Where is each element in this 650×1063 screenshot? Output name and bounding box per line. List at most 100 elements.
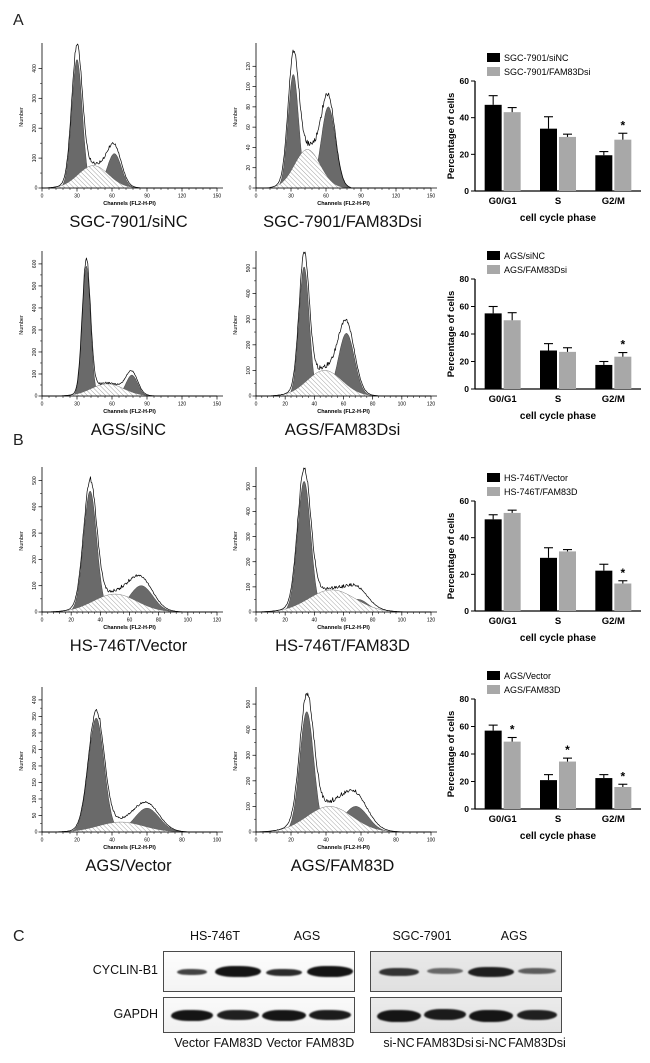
protein-band — [518, 968, 557, 974]
y-tick-label: 0 — [464, 384, 469, 394]
s-phase-area — [255, 589, 431, 613]
blot-row-label: CYCLIN-B1 — [92, 963, 158, 977]
x-tick-label: 20 — [288, 838, 294, 844]
x-tick-label: 30 — [74, 194, 80, 200]
legend-swatch — [487, 265, 500, 274]
y-tick-label: 40 — [460, 113, 470, 123]
x-tick-label: 80 — [370, 402, 376, 408]
x-axis-label: Channels (FL2-H-PI) — [317, 201, 370, 207]
y-axis-label: Number — [19, 751, 25, 771]
bar — [503, 512, 521, 611]
y-tick-label: 40 — [460, 329, 470, 339]
x-axis-label: Channels (FL2-H-PI) — [103, 201, 156, 207]
histogram-title: HS-746T/FAM83D — [275, 637, 410, 655]
y-tick-label: 100 — [246, 366, 252, 375]
y-tick-label: 20 — [460, 777, 470, 787]
bar — [503, 741, 521, 809]
protein-band — [307, 965, 354, 977]
x-tick-label: 80 — [370, 618, 376, 624]
x-axis-label: Channels (FL2-H-PI) — [317, 409, 370, 415]
protein-band — [378, 968, 419, 976]
bar — [595, 778, 613, 809]
lane-label: Vector — [266, 1036, 302, 1050]
y-tick-label: 400 — [32, 64, 38, 73]
bar — [540, 557, 557, 611]
protein-band — [309, 1009, 352, 1020]
protein-band — [216, 1009, 259, 1020]
y-tick-label: 100 — [32, 154, 38, 163]
x-tick-label: 120 — [178, 194, 187, 200]
y-tick-label: 0 — [249, 610, 252, 616]
y-tick-label: 150 — [32, 778, 38, 787]
blot-group-header: AGS — [293, 929, 321, 943]
bar — [614, 787, 632, 809]
g0g1-g2m-peaks — [42, 491, 217, 613]
x-tick-label: 40 — [323, 838, 329, 844]
y-tick-label: 60 — [460, 496, 470, 506]
observed-curve — [42, 709, 217, 833]
y-tick-label: 0 — [464, 804, 469, 814]
y-tick-label: 300 — [32, 729, 38, 738]
x-tick-label: 40 — [312, 402, 318, 408]
y-tick-label: 0 — [249, 394, 252, 400]
membrane-gapdh-left — [163, 997, 355, 1033]
x-tick-label: 40 — [109, 838, 115, 844]
y-tick-label: 80 — [460, 274, 470, 284]
y-tick-label: 200 — [32, 762, 38, 771]
category-label: G2/M — [602, 196, 625, 207]
protein-band — [423, 1009, 466, 1020]
legend-label: SGC-7901/siNC — [504, 53, 569, 63]
y-tick-label: 100 — [32, 370, 38, 379]
x-axis-label: cell cycle phase — [520, 411, 597, 422]
category-label: G0/G1 — [489, 394, 518, 405]
histogram-svg: 0 20 40 60 80 100 0 50 100 150 200 250 300 350 400 Numb… — [19, 687, 223, 851]
y-tick-label: 40 — [246, 144, 252, 150]
legend-swatch — [487, 487, 500, 496]
bar — [595, 155, 613, 191]
y-tick-label: 500 — [246, 482, 252, 491]
histogram-title: AGS/Vector — [85, 857, 172, 875]
protein-band — [376, 1009, 421, 1022]
category-label: S — [555, 814, 561, 825]
bar — [503, 112, 521, 191]
histogram-title: AGS/FAM83Dsi — [284, 421, 401, 439]
y-tick-label: 300 — [32, 94, 38, 103]
legend-label: HS-746T/FAM83D — [504, 487, 578, 497]
x-tick-label: 120 — [392, 194, 401, 200]
flow-histogram-plot: 0 20 40 60 80 100 120 0 100 200 300 400 500 Number Cha… — [12, 464, 227, 637]
protein-band — [214, 965, 261, 977]
x-tick-label: 80 — [179, 838, 185, 844]
observed-curve — [42, 257, 217, 397]
category-label: G0/G1 — [489, 814, 518, 825]
bar-chart-svg: SGC-7901/siNC SGC-7901/FAM83Dsi 0 20 40 60 G0/… — [446, 53, 641, 224]
protein-band — [517, 1009, 558, 1020]
y-tick-label: 200 — [32, 124, 38, 133]
y-axis-label: Number — [233, 531, 239, 551]
x-tick-label: 30 — [288, 194, 294, 200]
significance-asterisk: * — [620, 118, 625, 132]
category-label: G0/G1 — [489, 616, 518, 627]
bar — [484, 730, 502, 809]
lane-label: si-NC — [475, 1036, 507, 1050]
histogram-svg: 0 20 40 60 80 100 120 0 100 200 300 400 500 Number Cha… — [233, 467, 437, 631]
y-tick-label: 50 — [32, 812, 38, 818]
y-tick-label: 400 — [246, 507, 252, 516]
y-tick-label: 500 — [246, 700, 252, 709]
y-tick-label: 0 — [464, 186, 469, 196]
bar — [503, 320, 521, 389]
lane-label: FAM83D — [213, 1036, 263, 1050]
y-tick-label: 100 — [246, 802, 252, 811]
membrane-gapdh-right — [370, 997, 562, 1033]
y-tick-label: 80 — [460, 694, 470, 704]
x-tick-label: 60 — [341, 618, 347, 624]
bar — [595, 364, 613, 389]
x-tick-label: 150 — [213, 402, 222, 408]
x-axis-label: Channels (FL2-H-PI) — [317, 625, 370, 631]
y-tick-label: 400 — [246, 725, 252, 734]
observed-curve — [42, 476, 217, 613]
bar — [559, 136, 576, 191]
bar — [614, 583, 632, 611]
lane-label: FAM83D — [305, 1036, 355, 1050]
g0g1-g2m-peaks — [42, 265, 217, 397]
